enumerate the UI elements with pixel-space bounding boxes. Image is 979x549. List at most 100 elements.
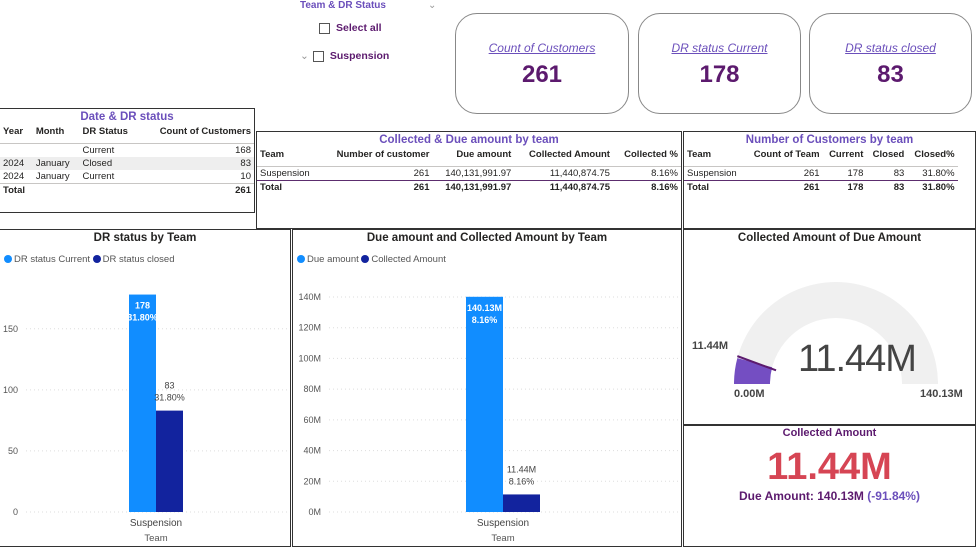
table-cell (0, 144, 33, 158)
kpi-collected-amount: Collected Amount 11.44M Due Amount: 140.… (683, 425, 976, 547)
table-cell: 8.16% (612, 180, 681, 194)
table-cell: Suspension (260, 168, 310, 179)
card-value: 261 (521, 61, 563, 88)
table-row: Current 168 (0, 144, 254, 158)
table-cell (32, 183, 80, 197)
table-cell: Total (257, 180, 321, 194)
column-header[interactable]: Team (257, 146, 321, 167)
data-label: 8.16% (472, 315, 498, 325)
column-header[interactable]: DR Status (79, 123, 140, 144)
checkbox[interactable] (312, 50, 324, 62)
table-row: Suspension 261 178 83 31.80% (684, 167, 958, 181)
data-label: 31.80% (127, 313, 158, 323)
x-tick-label: Suspension (130, 518, 182, 529)
table-cell: 83 (139, 157, 254, 170)
column-header[interactable]: Due amount (432, 146, 515, 167)
slicer-item-label: Select all (336, 22, 382, 34)
data-label: 178 (135, 301, 150, 311)
x-tick-label: Suspension (477, 518, 529, 529)
data-label: 11.44M (507, 464, 536, 474)
table-cell: 261 (139, 183, 254, 197)
chart-legend: Due amount Collected Amount (297, 254, 446, 265)
table-cell: 178 (822, 180, 867, 194)
table-cell: Current (82, 145, 115, 156)
column-header[interactable]: Year (0, 123, 33, 144)
table-title: Number of Customers by team (745, 134, 914, 146)
table-header-row: Year Month DR Status Count of Customers (0, 123, 254, 144)
slicer-title: Team & DR Status (300, 0, 386, 11)
card-dr-status-current: DR status Current 178 (638, 13, 801, 114)
column-header[interactable]: Current (822, 146, 867, 167)
gauge-value: 11.44M (798, 338, 917, 380)
slicer-chevron-down-icon[interactable]: ⌄ (428, 0, 437, 11)
card-value: 178 (699, 61, 740, 88)
y-tick-label: 50 (8, 446, 18, 456)
column-header[interactable]: Closed (866, 146, 908, 167)
y-tick-label: 80M (303, 384, 321, 394)
slicer-item-label: Suspension (329, 50, 390, 62)
card-label[interactable]: DR status Current (671, 41, 768, 55)
column-header[interactable]: Count of Customers (139, 123, 254, 144)
bar (156, 410, 183, 512)
card-count-of-customers: Count of Customers 261 (455, 13, 629, 114)
collected-due-amount-table: Collected & Due amount by team Team Numbe… (256, 131, 682, 229)
card-label[interactable]: DR status closed (845, 41, 936, 55)
table-cell: 261 (320, 180, 433, 194)
table-cell: 140,131,991.97 (445, 168, 512, 179)
gauge-collected-of-due: Collected Amount of Due Amount 11.44M 0.… (683, 229, 976, 425)
checkbox[interactable] (319, 22, 330, 34)
bar-chart-plot: 0M 20M 40M 60M 80M 100M 120M 140M 140.13M 8.16% 11… (298, 292, 681, 544)
legend-item[interactable]: Collected Amount (361, 254, 446, 265)
column-header[interactable]: Month (32, 123, 80, 144)
y-tick-label: 140M (298, 292, 321, 302)
y-tick-label: 60M (303, 415, 321, 425)
card-label[interactable]: Count of Customers (488, 41, 596, 55)
table-cell: 140,131,991.97 (432, 180, 515, 194)
column-header[interactable]: Closed% (907, 146, 958, 167)
bar (466, 296, 503, 512)
table-cell: 31.80% (907, 180, 958, 194)
slicer-item-suspension[interactable]: ⌄ Suspension (300, 50, 389, 62)
table-title: Date & DR status (80, 111, 174, 123)
y-tick-label: 150 (3, 324, 18, 334)
gauge-visual (734, 282, 938, 384)
bar-chart-plot: 0 50 100 150 178 31.80% 83 31.80% Suspension Team (3, 294, 290, 544)
expand-chevron-icon[interactable]: ⌄ (300, 50, 309, 62)
y-tick-label: 20M (303, 476, 321, 486)
table-cell: 11,440,874.75 (514, 180, 613, 194)
kpi-delta: (-91.84%) (867, 489, 920, 503)
table-cell: 10 (240, 171, 251, 182)
column-header[interactable]: Collected % (612, 146, 681, 167)
dr-status-by-team-chart: DR status by Team DR status Current DR s… (0, 229, 291, 547)
y-tick-label: 120M (298, 323, 321, 333)
table-cell: 83 (893, 168, 905, 179)
y-tick-label: 0 (13, 507, 18, 517)
legend-item[interactable]: Due amount (297, 254, 359, 265)
column-header[interactable]: Count of Team (744, 146, 823, 167)
legend-item[interactable]: DR status closed (92, 254, 174, 265)
due-collected-by-team-chart: Due amount and Collected Amount by Team … (292, 229, 682, 547)
table-cell: Closed (79, 157, 140, 170)
team-dr-status-slicer: Team & DR Status (300, 0, 386, 11)
table-cell: January (35, 171, 70, 182)
kpi-goal-text: Due Amount: 140.13M (739, 489, 864, 503)
card-value: 83 (877, 61, 904, 88)
gauge-title: Collected Amount of Due Amount (737, 232, 922, 244)
table-cell: 178 (847, 168, 864, 179)
gauge-target-line (736, 355, 777, 372)
table-cell: 261 (803, 168, 820, 179)
legend-item[interactable]: DR status Current (4, 254, 90, 265)
chart-legend: DR status Current DR status closed (4, 254, 174, 265)
table-total-row: Total 261 140,131,991.97 11,440,874.75 8.16% (257, 180, 681, 194)
chart-title: DR status by Team (93, 232, 197, 244)
gauge-track (734, 282, 938, 384)
kpi-title: Collected Amount (782, 427, 877, 439)
column-header[interactable]: Collected Amount (514, 146, 613, 167)
table-row: 2024 January Current 10 (0, 170, 254, 184)
data-label: 140.13M (467, 303, 502, 313)
slicer-item-select-all[interactable]: Select all (319, 22, 382, 34)
column-header[interactable]: Team (684, 146, 745, 167)
column-header[interactable]: Number of customer (320, 146, 433, 167)
gauge-max-label: 140.13M (920, 388, 963, 400)
table-header-row: Team Count of Team Current Closed Closed% (684, 146, 958, 167)
